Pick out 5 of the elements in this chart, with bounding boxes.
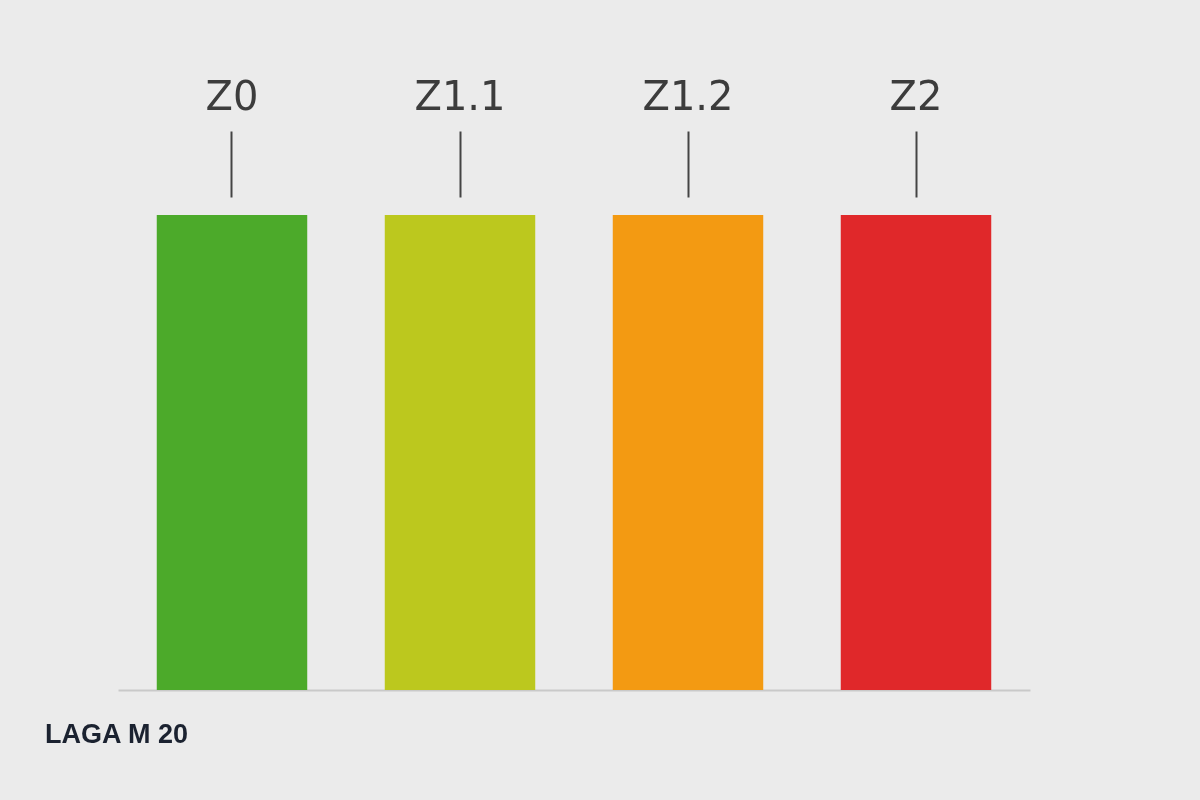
- x-tick-label: Z1.1: [414, 72, 506, 119]
- text: LAGA M 20: [45, 719, 189, 749]
- x-tick-label: Z0: [205, 72, 259, 119]
- x-tick-label: Z2: [889, 72, 943, 119]
- x-tick-label: Z1.2: [642, 72, 734, 119]
